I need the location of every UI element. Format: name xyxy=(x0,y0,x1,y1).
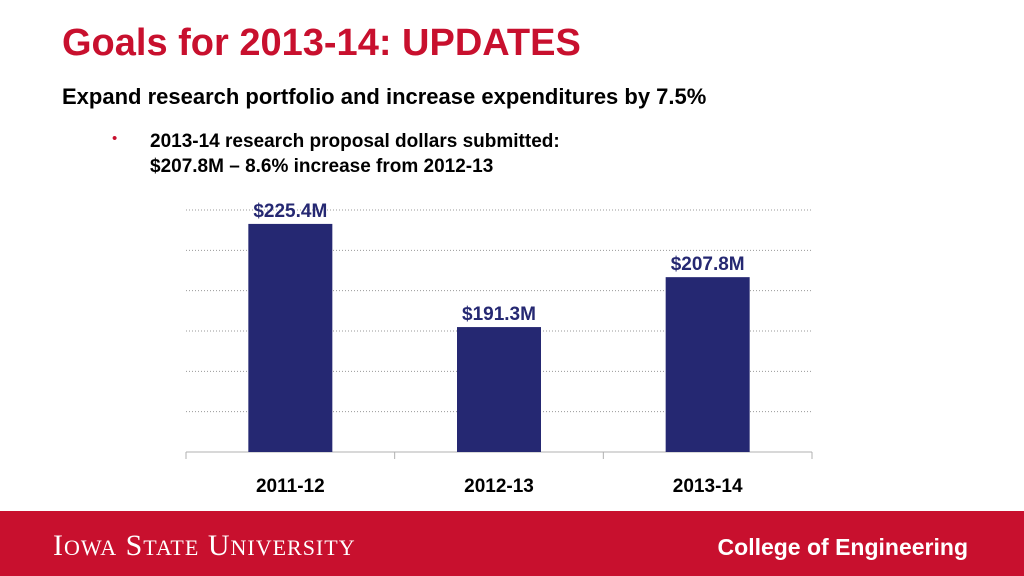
x-tick-label: 2011-12 xyxy=(256,476,325,497)
logo-niversity: NIVERSITY xyxy=(230,535,356,560)
logo-s-cap: S xyxy=(125,529,144,562)
bullet-line-2: $207.8M – 8.6% increase from 2012-13 xyxy=(150,156,494,177)
footer-bar: IOWA STATE UNIVERSITY College of Enginee… xyxy=(0,511,1024,576)
university-logo: IOWA STATE UNIVERSITY xyxy=(53,529,356,563)
logo-owa: OWA xyxy=(64,535,118,560)
bar-2011-12 xyxy=(248,223,333,452)
bar-2012-13 xyxy=(457,327,541,452)
bullet-icon: • xyxy=(112,130,118,147)
bullet-text: 2013-14 research proposal dollars submit… xyxy=(150,129,560,179)
x-tick-label: 2012-13 xyxy=(464,476,534,497)
bullet-point: • 2013-14 research proposal dollars subm… xyxy=(112,128,560,179)
bullet-line-1: 2013-14 research proposal dollars submit… xyxy=(150,131,560,152)
x-tick-label: 2013-14 xyxy=(673,476,743,497)
bar-chart: $225.4M 2011-12 $191.3M 2012-13 $207.8M 2013-… xyxy=(185,201,813,497)
logo-tate: TATE xyxy=(143,535,200,560)
logo-i-cap: I xyxy=(53,529,64,562)
slide-subtitle: Expand research portfolio and increase e… xyxy=(62,84,707,109)
data-label: $191.3M xyxy=(462,304,536,325)
college-name: College of Engineering xyxy=(717,534,968,560)
data-label: $225.4M xyxy=(253,201,327,222)
slide-title: Goals for 2013-14: UPDATES xyxy=(62,22,581,64)
logo-u-cap: U xyxy=(207,529,231,562)
bar-2013-14 xyxy=(665,277,750,452)
data-label: $207.8M xyxy=(671,254,745,275)
